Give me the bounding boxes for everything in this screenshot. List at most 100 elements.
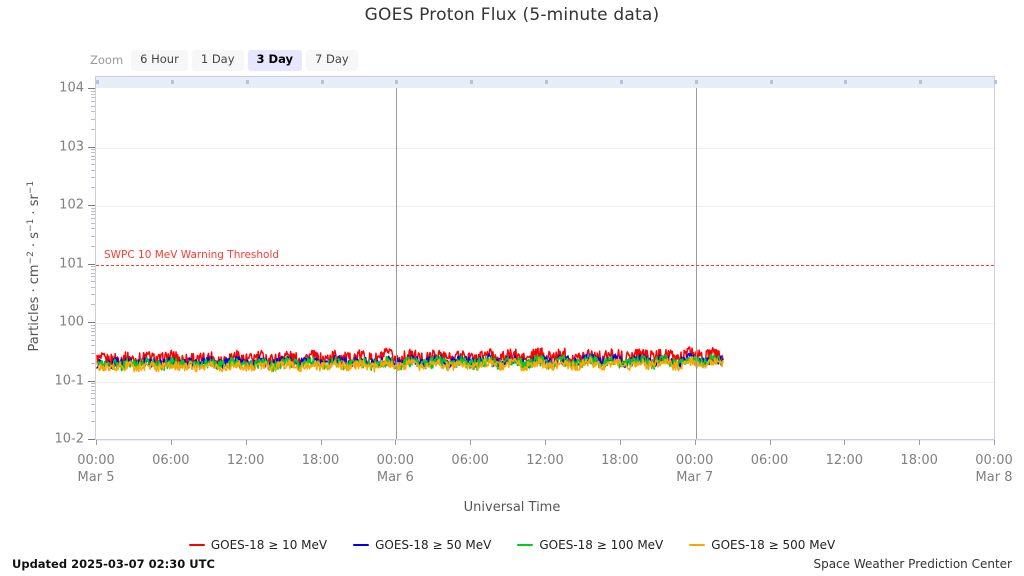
chart-plot-area[interactable]: SWPC 10 MeV Warning Threshold bbox=[95, 76, 997, 441]
x-axis-title: Universal Time bbox=[463, 500, 561, 515]
data-series-layer bbox=[96, 346, 724, 373]
zoom-button-7-day[interactable]: 7 Day bbox=[306, 50, 358, 71]
y-axis-minor-tick bbox=[91, 210, 95, 212]
x-tick-time: 12:00 bbox=[226, 453, 265, 468]
x-tick-time: 18:00 bbox=[900, 453, 938, 468]
x-axis-tick-label: 00:00 Mar 8 bbox=[975, 452, 1012, 486]
navigator-band[interactable] bbox=[96, 77, 997, 88]
x-tick-date: Mar 7 bbox=[676, 470, 714, 485]
y-axis-minor-tick bbox=[91, 90, 95, 92]
horizontal-gridline bbox=[96, 206, 994, 207]
y-axis-minor-tick bbox=[91, 187, 95, 189]
y-axis-minor-tick bbox=[91, 421, 95, 423]
series-line bbox=[96, 356, 724, 373]
chart-legend: GOES-18 ≥ 10 MeV GOES-18 ≥ 50 MeV GOES-1… bbox=[0, 538, 1024, 552]
footer-source-attribution: Space Weather Prediction Center bbox=[813, 557, 1012, 571]
legend-item-10mev[interactable]: GOES-18 ≥ 10 MeV bbox=[188, 538, 328, 552]
legend-swatch-50mev bbox=[353, 543, 370, 547]
legend-swatch-10mev bbox=[188, 543, 205, 547]
zoom-range-selector: Zoom 6 Hour 1 Day 3 Day 7 Day bbox=[90, 50, 362, 71]
horizontal-gridline bbox=[96, 323, 994, 324]
zoom-button-6-hour[interactable]: 6 Hour bbox=[131, 50, 188, 71]
y-axis-minor-tick bbox=[91, 105, 95, 107]
y-axis-minor-tick bbox=[91, 266, 95, 268]
legend-label-100mev: GOES-18 ≥ 100 MeV bbox=[539, 538, 664, 552]
zoom-button-1-day[interactable]: 1 Day bbox=[191, 50, 244, 71]
y-axis-minor-tick bbox=[91, 152, 95, 154]
x-axis-tick bbox=[545, 440, 546, 445]
y-axis-tick-label: 102 bbox=[59, 197, 84, 213]
y-axis-minor-tick bbox=[91, 386, 95, 388]
x-axis-tick bbox=[395, 440, 397, 445]
legend-label-10mev: GOES-18 ≥ 10 MeV bbox=[210, 538, 328, 552]
x-axis-tick bbox=[994, 440, 995, 445]
navigator-tick bbox=[470, 80, 474, 84]
x-axis-tick-labels: 00:00 Mar 5 06:00 12:00 18:00 00:00 Mar 6 06:00… bbox=[77, 452, 1012, 492]
y-axis-major-tick bbox=[88, 205, 95, 206]
y-axis-minor-tick bbox=[91, 339, 95, 341]
y-axis-major-tick bbox=[88, 439, 95, 440]
y-axis-title: Particles · cm−2 · s−1 · sr−1 bbox=[25, 180, 43, 352]
x-tick-time: 06:00 bbox=[750, 453, 789, 468]
navigator-tick bbox=[994, 80, 997, 84]
x-tick-time: 00:00 bbox=[77, 453, 115, 468]
legend-label-500mev: GOES-18 ≥ 500 MeV bbox=[711, 538, 836, 552]
y-axis-tick-labels: 104 103 102 101 100 10-1 10-2 bbox=[0, 76, 84, 447]
y-axis-minor-tick bbox=[91, 214, 95, 216]
x-axis-tick bbox=[96, 440, 97, 445]
y-axis-minor-tick bbox=[91, 393, 95, 395]
series-line bbox=[96, 346, 724, 369]
y-axis-minor-tick bbox=[91, 294, 95, 296]
horizontal-gridline bbox=[96, 381, 994, 383]
y-axis-minor-tick bbox=[91, 389, 95, 391]
legend-swatch-500mev bbox=[689, 543, 706, 547]
y-axis-minor-tick bbox=[91, 128, 95, 130]
x-axis-tick-label: 06:00 bbox=[152, 452, 189, 469]
x-axis-tick-label: 18:00 bbox=[900, 452, 937, 469]
y-axis-minor-tick bbox=[91, 403, 95, 405]
y-axis-minor-tick bbox=[91, 327, 95, 329]
y-axis-major-tick bbox=[88, 263, 95, 265]
y-axis-minor-tick bbox=[91, 164, 95, 166]
y-axis-minor-tick bbox=[91, 93, 95, 95]
x-axis-tick bbox=[619, 440, 621, 445]
navigator-tick bbox=[619, 80, 623, 84]
y-axis-minor-tick bbox=[91, 222, 95, 224]
legend-label-50mev: GOES-18 ≥ 50 MeV bbox=[375, 538, 492, 552]
y-axis-ticks bbox=[0, 76, 95, 440]
x-tick-time: 06:00 bbox=[152, 453, 190, 468]
y-axis-tick-label: 10-1 bbox=[54, 373, 84, 388]
y-axis-minor-tick bbox=[91, 334, 95, 336]
y-axis-minor-tick bbox=[91, 217, 95, 219]
navigator-tick bbox=[395, 80, 399, 84]
y-axis-minor-tick bbox=[91, 383, 95, 385]
y-axis-minor-tick bbox=[91, 118, 95, 120]
navigator-tick bbox=[694, 80, 698, 84]
x-axis-tick-label: 06:00 bbox=[451, 452, 488, 469]
x-axis-tick-label: 00:00 Mar 6 bbox=[377, 452, 414, 486]
y-axis-minor-tick bbox=[91, 149, 95, 151]
y-axis-minor-tick bbox=[91, 155, 95, 157]
warning-threshold-line bbox=[96, 264, 994, 266]
legend-item-100mev[interactable]: GOES-18 ≥ 100 MeV bbox=[517, 538, 663, 552]
day-separator-line bbox=[695, 88, 697, 439]
y-axis-tick-label: 10-2 bbox=[54, 431, 84, 447]
y-axis-minor-tick bbox=[91, 411, 95, 413]
x-tick-time: 00:00 bbox=[975, 453, 1013, 468]
y-axis-minor-tick bbox=[91, 159, 95, 161]
y-axis-tick-label: 103 bbox=[59, 139, 84, 154]
legend-item-50mev[interactable]: GOES-18 ≥ 50 MeV bbox=[353, 538, 491, 552]
y-axis-major-tick bbox=[88, 88, 95, 89]
x-axis-tick-label: 18:00 bbox=[601, 452, 638, 469]
zoom-button-3-day[interactable]: 3 Day bbox=[247, 50, 302, 71]
footer-updated-timestamp: Updated 2025-03-07 02:30 UTC bbox=[12, 557, 215, 571]
y-axis-minor-tick bbox=[91, 245, 95, 247]
navigator-tick bbox=[245, 80, 249, 84]
legend-item-500mev[interactable]: GOES-18 ≥ 500 MeV bbox=[689, 538, 835, 552]
y-axis-minor-tick bbox=[91, 97, 95, 99]
x-axis-tick bbox=[919, 440, 921, 445]
y-axis-major-tick bbox=[88, 380, 95, 382]
x-axis-tick-label: 12:00 bbox=[826, 452, 863, 469]
x-axis-tick-label: 00:00 Mar 5 bbox=[77, 452, 114, 486]
y-axis-minor-tick bbox=[91, 100, 95, 102]
